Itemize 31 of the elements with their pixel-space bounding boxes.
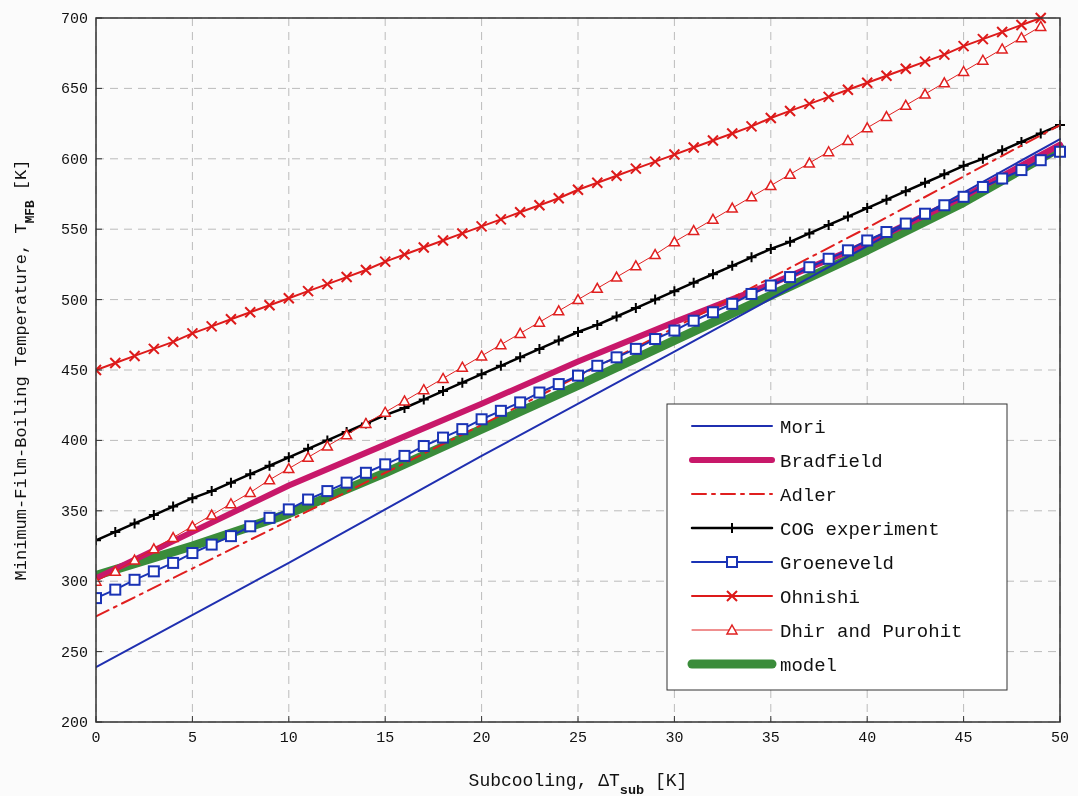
y-tick-label: 300 [60, 574, 88, 592]
y-tick-label: 450 [60, 363, 88, 380]
x-tick-label: 0 [91, 730, 101, 747]
x-tick-label: 35 [761, 730, 780, 747]
legend-label: Mori [780, 417, 826, 439]
x-axis-title: Subcooling, ΔT$_{sub}$ [K] [468, 771, 688, 796]
y-tick-label: 500 [60, 292, 88, 310]
legend-label: Groeneveld [780, 553, 895, 575]
y-tick-label: 600 [60, 151, 88, 169]
x-tick-label: 45 [954, 730, 973, 747]
y-tick-label: 550 [60, 222, 88, 240]
legend-label: Ohnishi [780, 587, 860, 609]
legend-label: Adler [780, 485, 838, 507]
x-tick-label: 25 [568, 730, 588, 747]
y-tick-label: 700 [60, 11, 88, 28]
x-tick-label: 5 [187, 730, 197, 747]
y-tick-label: 350 [60, 503, 88, 521]
y-tick-label: 400 [60, 433, 88, 451]
x-tick-label: 20 [472, 730, 491, 747]
y-tick-label: 250 [60, 644, 88, 662]
y-tick-label: 650 [60, 81, 88, 99]
x-tick-label: 30 [665, 730, 684, 747]
legend-label: Bradfield [780, 451, 883, 473]
x-tick-label: 40 [858, 730, 877, 747]
legend-label: model [780, 655, 838, 677]
legend-label: COG experiment [780, 519, 940, 541]
x-tick-label: 15 [376, 730, 395, 747]
legend-label: Dhir and Purohit [780, 621, 963, 643]
x-tick-label: 50 [1050, 730, 1070, 747]
x-tick-label: 10 [279, 730, 298, 747]
y-tick-label: 200 [60, 715, 88, 732]
